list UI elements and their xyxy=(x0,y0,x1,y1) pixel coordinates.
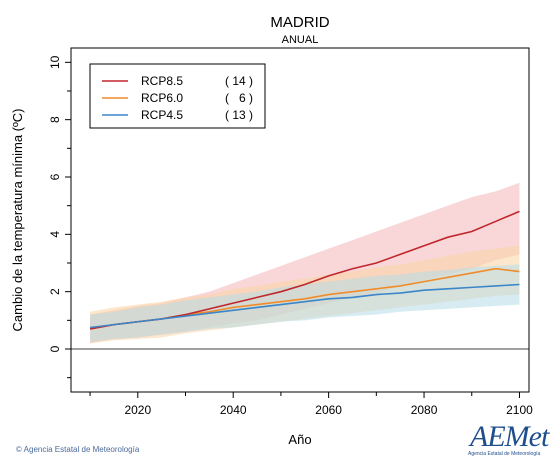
legend-label: RCP8.5 xyxy=(141,74,183,88)
y-tick-label: 4 xyxy=(48,231,62,238)
plot-frame xyxy=(70,47,530,393)
legend: RCP8.5 ( 14 ) RCP6.0 ( 6 ) RCP4.5 ( 13 ) xyxy=(89,63,266,129)
legend-count: ( 14 ) xyxy=(225,74,253,88)
x-tick-label: 2060 xyxy=(315,403,342,417)
y-tick-label: 6 xyxy=(48,173,62,180)
x-axis-label: Año xyxy=(288,432,311,447)
x-axis: 2020 2040 2060 2080 2100 xyxy=(89,392,533,417)
logo-subtitle: Agencia Estatal de Meteorología xyxy=(468,451,541,457)
x-tick-label: 2040 xyxy=(220,403,247,417)
y-axis: 0 2 4 6 8 10 xyxy=(48,55,71,379)
x-tick-label: 2100 xyxy=(506,403,533,417)
legend-box xyxy=(89,63,266,129)
y-tick-label: 8 xyxy=(48,116,62,123)
chart-subtitle: ANUAL xyxy=(282,34,319,46)
legend-count: ( 6 ) xyxy=(225,91,253,105)
aemet-logo: AEMet Agencia Estatal de Meteorología xyxy=(468,420,549,460)
series-lines xyxy=(89,210,520,330)
y-tick-label: 0 xyxy=(48,345,62,352)
x-tick-label: 2080 xyxy=(411,403,438,417)
legend-label: RCP4.5 xyxy=(141,108,183,122)
chart-title: MADRID xyxy=(270,14,329,31)
logo-brand: AEMet xyxy=(470,420,549,453)
footer-credit: © Agencia Estatal de Meteorología xyxy=(16,445,140,454)
y-axis-label: Cambio de la temperatura mínima (ºC) xyxy=(10,109,25,332)
x-tick-label: 2020 xyxy=(124,403,151,417)
legend-count: ( 13 ) xyxy=(225,108,253,122)
line-rcp45 xyxy=(89,283,520,329)
y-tick-label: 2 xyxy=(48,288,62,295)
y-tick-label: 10 xyxy=(48,55,62,69)
legend-label: RCP6.0 xyxy=(141,91,183,105)
